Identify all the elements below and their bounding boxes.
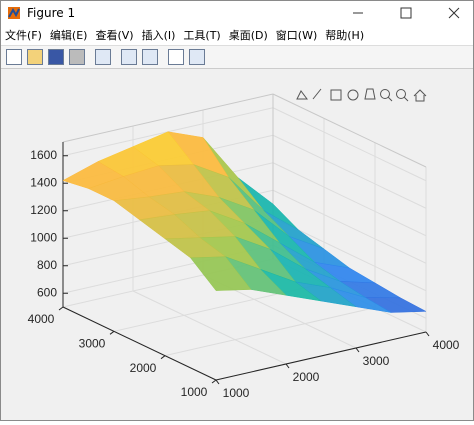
y-tick-label: 4000 — [28, 312, 55, 326]
z-tick-label: 800 — [37, 258, 57, 272]
y-tick — [211, 379, 217, 384]
menu-item[interactable]: 编辑(E) — [49, 29, 88, 42]
grid-line — [164, 307, 376, 357]
pointer-button[interactable] — [168, 49, 184, 65]
grid-line — [272, 162, 427, 237]
x-tick-label: 2000 — [293, 370, 320, 384]
x-tick-label: 3000 — [363, 354, 390, 368]
x-tick-label: 1000 — [223, 386, 250, 400]
y-tick-label: 2000 — [130, 361, 157, 375]
chart: 1000 2000 3000 4000 1000 2000 3000 4000 600 800 10… — [28, 88, 460, 400]
toolbar — [1, 45, 473, 69]
grid-line — [272, 107, 427, 182]
menu-item[interactable]: 工具(T) — [183, 29, 221, 42]
x-tick — [215, 379, 220, 385]
z-tick-label: 1400 — [30, 175, 57, 189]
link-button[interactable] — [95, 49, 111, 65]
open-button[interactable] — [27, 49, 43, 65]
legend-button[interactable] — [142, 49, 158, 65]
window-title: Figure 1 — [27, 6, 76, 20]
box-edge — [272, 93, 427, 168]
y-tick-label: 1000 — [181, 385, 208, 399]
save-button[interactable] — [48, 49, 64, 65]
z-tick-label: 1200 — [30, 203, 57, 217]
grid-line — [272, 189, 427, 264]
grid-line — [132, 290, 287, 365]
x-tick — [425, 331, 430, 337]
menu-bar: 文件(F) 编辑(E) 查看(V) 插入(I) 工具(T) 桌面(D) 窗口(W) 帮助(H) — [1, 25, 473, 45]
menu-item[interactable]: 窗口(W) — [275, 29, 318, 42]
x-axis — [215, 331, 427, 381]
surface-patch — [190, 256, 252, 291]
grid-line — [272, 134, 427, 209]
colorbar-button[interactable] — [121, 49, 137, 65]
y-tick — [160, 355, 166, 360]
app-icon — [8, 7, 20, 19]
new-button[interactable] — [6, 49, 22, 65]
print-button[interactable] — [69, 49, 85, 65]
z-tick-label: 1000 — [30, 230, 57, 244]
menu-item[interactable]: 查看(V) — [95, 29, 134, 42]
y-tick — [58, 306, 64, 311]
menu-item[interactable]: 插入(I) — [141, 29, 176, 42]
box-edge — [62, 93, 274, 143]
window-controls[interactable] — [343, 3, 473, 23]
property-button[interactable] — [189, 49, 205, 65]
menu-item[interactable]: 帮助(H) — [325, 29, 365, 42]
y-axis — [62, 306, 217, 381]
surface — [62, 131, 427, 313]
z-tick-label: 1600 — [30, 148, 57, 162]
menu-item[interactable]: 桌面(D) — [228, 29, 268, 42]
title-bar: Figure 1 — [1, 1, 473, 25]
x-tick-label: 4000 — [433, 338, 460, 352]
axes-toolbar[interactable] — [296, 88, 427, 102]
z-tick-label: 600 — [37, 285, 57, 299]
x-tick — [355, 347, 360, 353]
y-tick-label: 3000 — [79, 337, 106, 351]
x-tick — [285, 363, 290, 369]
y-tick — [109, 330, 115, 335]
menu-item[interactable]: 文件(F) — [5, 29, 42, 42]
